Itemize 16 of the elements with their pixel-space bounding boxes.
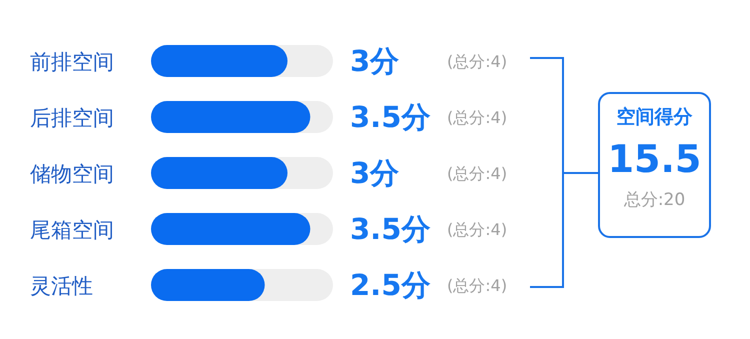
data-label: 3.5分 [350, 212, 432, 246]
y-tick-label: 储物空间 [30, 162, 114, 186]
data-label: 3分 [350, 156, 400, 190]
y-tick-label: 后排空间 [30, 106, 114, 130]
text: (总分:4) [447, 108, 508, 127]
score-card: 空间得分 15.5 总分:20 [598, 92, 711, 238]
data-label: 3分 [350, 44, 400, 78]
text: (总分:4) [447, 52, 508, 71]
text: (总分:4) [447, 276, 508, 295]
data-label: 3.5分 [350, 100, 432, 134]
text: (总分:4) [447, 220, 508, 239]
y-tick-label: 尾箱空间 [30, 218, 114, 242]
data-label: 2.5分 [350, 268, 432, 302]
y-tick-label: 灵活性 [30, 274, 93, 298]
text: (总分:4) [447, 164, 508, 183]
y-tick-label: 前排空间 [30, 50, 114, 74]
